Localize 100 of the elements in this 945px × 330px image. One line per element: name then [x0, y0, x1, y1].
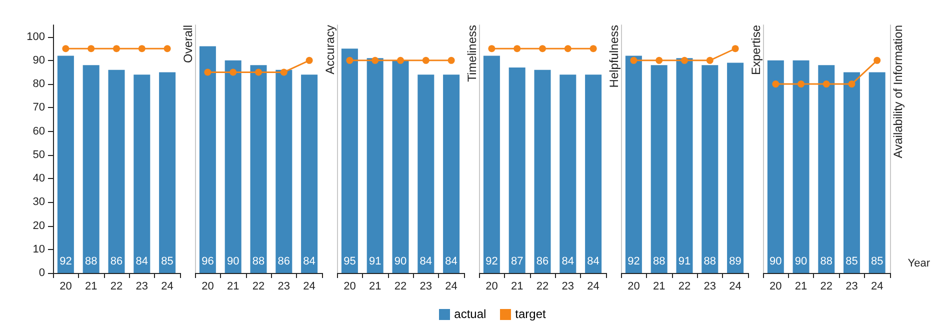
- data-label: 84: [420, 256, 432, 268]
- x-tick-label: 24: [587, 280, 600, 292]
- bar: [560, 74, 576, 273]
- text: Timeliness: [465, 25, 479, 82]
- x-tick-label: 23: [420, 280, 432, 292]
- data-label: 85: [870, 256, 884, 268]
- bar: [443, 74, 460, 273]
- bar: [418, 74, 434, 273]
- y-tick-label: 100: [26, 30, 45, 43]
- bar: [108, 70, 125, 273]
- bar: [250, 65, 267, 273]
- data-label: 89: [729, 256, 742, 268]
- data-label: 88: [820, 256, 833, 268]
- text: Overall: [181, 25, 195, 64]
- data-label: 91: [678, 256, 691, 268]
- x-tick-label: 20: [60, 280, 72, 292]
- y-tick-label: 80: [32, 78, 45, 90]
- data-label: 95: [344, 256, 356, 268]
- data-label: 96: [202, 256, 214, 268]
- x-tick-label: 24: [303, 280, 316, 292]
- y-tick-label: 10: [32, 243, 45, 256]
- bar: [702, 65, 718, 273]
- data-label: 84: [562, 256, 574, 268]
- x-tick-label: 24: [445, 280, 458, 292]
- x-tick-label: 22: [394, 280, 407, 292]
- bar: [341, 48, 358, 273]
- data-label: 85: [161, 256, 174, 268]
- x-tick-label: 21: [510, 280, 524, 292]
- y-tick-label: 50: [32, 148, 45, 161]
- bar: [676, 58, 693, 273]
- data-label: 90: [226, 256, 240, 268]
- bar: [82, 65, 100, 273]
- y-tick-label: 60: [32, 125, 45, 138]
- data-label: 84: [587, 256, 600, 268]
- bar: [483, 56, 500, 273]
- data-label: 84: [445, 256, 458, 268]
- x-tick-label: 21: [368, 280, 382, 292]
- x-tick-label: 21: [226, 280, 240, 292]
- bar: [508, 68, 526, 273]
- x-tick-label: 20: [770, 280, 782, 292]
- y-tick-label: 30: [32, 196, 45, 208]
- x-tick-label: 22: [252, 280, 265, 292]
- x-tick-label: 22: [110, 280, 123, 292]
- x-tick-label: 23: [136, 280, 148, 292]
- data-label: 86: [110, 256, 123, 268]
- data-label: 86: [278, 256, 290, 268]
- bar: [57, 56, 74, 273]
- bar: [650, 65, 668, 273]
- y-tick-label: 40: [32, 172, 45, 185]
- x-tick-label: 23: [704, 280, 716, 292]
- x-tick-label: 21: [794, 280, 808, 292]
- bar: [301, 74, 318, 273]
- data-label: 85: [846, 256, 858, 268]
- bar: [366, 58, 384, 273]
- y-tick-label: 90: [32, 54, 45, 66]
- data-label: 84: [303, 256, 316, 268]
- x-tick-label: 20: [628, 280, 640, 292]
- x-tick-label: 22: [678, 280, 691, 292]
- x-tick-label: 20: [486, 280, 498, 292]
- x-tick-label: 20: [344, 280, 356, 292]
- bar: [224, 60, 242, 273]
- data-label: 88: [252, 256, 265, 268]
- data-label: 90: [394, 256, 407, 268]
- x-axis-title: Year: [908, 258, 930, 270]
- x-tick-label: 23: [278, 280, 290, 292]
- y-tick-label: 70: [32, 102, 45, 114]
- data-label: 86: [536, 256, 549, 268]
- x-tick-label: 22: [536, 280, 549, 292]
- y-tick-label: 0: [38, 267, 45, 279]
- x-tick-label: 22: [820, 280, 833, 292]
- bar: [276, 70, 292, 273]
- bar: [199, 46, 216, 273]
- bar: [585, 74, 602, 273]
- data-label: 92: [486, 256, 498, 268]
- y-tick-label: 20: [32, 220, 45, 232]
- x-tick-label: 20: [202, 280, 214, 292]
- x-tick-label: 21: [84, 280, 98, 292]
- data-label: 88: [84, 256, 98, 268]
- x-tick-label: 23: [846, 280, 858, 292]
- text: Helpfulness: [607, 25, 621, 88]
- legend-label: actual: [454, 307, 486, 321]
- data-label: 90: [794, 256, 808, 268]
- bar: [534, 70, 551, 273]
- text: Accuracy: [323, 25, 337, 74]
- data-label: 88: [652, 256, 666, 268]
- data-label: 92: [60, 256, 72, 268]
- data-label: 92: [628, 256, 640, 268]
- bar: [134, 74, 150, 273]
- x-tick-label: 23: [562, 280, 574, 292]
- bar: [625, 56, 642, 273]
- data-label: 87: [510, 256, 524, 268]
- bar: [727, 62, 744, 273]
- text: Expertise: [749, 24, 763, 76]
- x-tick-label: 24: [161, 280, 174, 292]
- bar: [159, 72, 176, 273]
- x-tick-label: 21: [652, 280, 666, 292]
- legend-label: target: [515, 307, 546, 321]
- x-tick-label: 24: [870, 280, 884, 292]
- data-label: 91: [368, 256, 382, 268]
- data-label: 84: [136, 256, 148, 268]
